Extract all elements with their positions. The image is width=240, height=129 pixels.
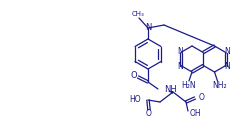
Text: CH₃: CH₃ — [132, 11, 144, 17]
Text: OH: OH — [190, 110, 202, 119]
Text: N: N — [145, 23, 151, 33]
Text: NH₂: NH₂ — [212, 82, 227, 91]
Text: O: O — [199, 94, 205, 103]
Text: H₂N: H₂N — [182, 82, 196, 91]
Text: O: O — [146, 110, 152, 119]
Text: HO: HO — [129, 95, 141, 103]
Polygon shape — [168, 91, 173, 94]
Text: NH: NH — [164, 84, 177, 94]
Text: N: N — [224, 47, 230, 56]
Text: N: N — [224, 62, 230, 71]
Text: N: N — [177, 62, 183, 71]
Text: O: O — [131, 71, 137, 80]
Text: N: N — [177, 47, 183, 56]
